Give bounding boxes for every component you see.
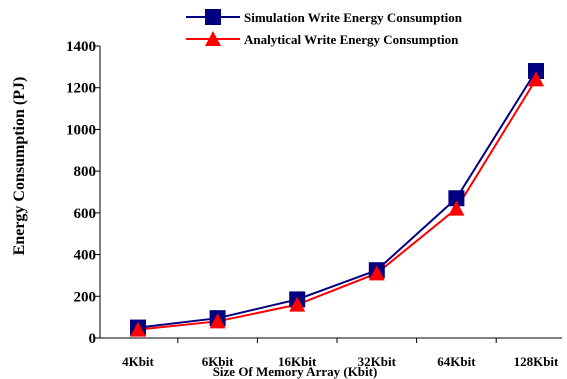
y-tick-label: 1000 (66, 122, 96, 138)
x-tick-label: 4Kbit (122, 354, 154, 369)
legend-label-simulation: Simulation Write Energy Consumption (244, 10, 463, 25)
x-tick-label: 64Kbit (437, 354, 476, 369)
data-point-simulation (448, 190, 465, 207)
series-line-simulation (137, 70, 537, 329)
x-tick-label: 6Kbit (202, 354, 234, 369)
y-tick-label: 1400 (66, 39, 96, 55)
legend: Simulation Write Energy Consumption Anal… (186, 9, 463, 47)
series-layer (130, 63, 544, 337)
y-tick-label: 600 (74, 206, 97, 222)
series-line-analytical (137, 78, 537, 331)
legend-label-analytical: Analytical Write Energy Consumption (244, 32, 459, 47)
data-point-analytical (289, 296, 306, 312)
legend-marker-analytical (205, 31, 221, 46)
y-tick-label: 400 (74, 248, 97, 264)
x-tick-label: 32Kbit (358, 354, 397, 369)
data-point-analytical (448, 200, 465, 216)
y-tick-label: 0 (89, 331, 97, 347)
x-tick-label: 128Kbit (514, 354, 559, 369)
y-tick-label: 1200 (66, 81, 96, 97)
data-point-analytical (209, 313, 226, 329)
y-tick-label: 800 (74, 164, 97, 180)
data-point-analytical (368, 265, 385, 281)
data-point-analytical (130, 321, 146, 337)
data-point-simulation (528, 63, 544, 80)
y-tick-label: 200 (74, 289, 97, 305)
y-ticks: 0 200 400 600 800 1000 1200 1400 (66, 39, 100, 347)
legend-marker-simulation (205, 9, 221, 25)
data-point-analytical (528, 71, 544, 87)
x-ticks: 4Kbit 6Kbit 16Kbit 32Kbit 64Kbit 128Kbit (122, 338, 559, 369)
y-axis-title: Energy Consumption (PJ) (11, 77, 28, 256)
x-tick-label: 16Kbit (278, 354, 317, 369)
axes (99, 46, 562, 339)
x-axis-title: Size Of Memory Array (Kbit) (213, 364, 378, 379)
